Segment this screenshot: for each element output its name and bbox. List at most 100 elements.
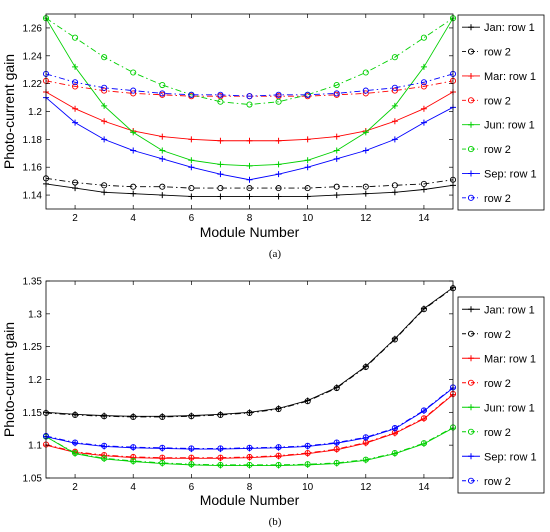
data-point xyxy=(304,164,311,171)
data-point xyxy=(188,193,195,200)
data-point xyxy=(391,449,398,457)
data-point xyxy=(304,193,311,200)
legend-marker xyxy=(468,121,474,128)
data-point xyxy=(275,185,282,192)
data-point xyxy=(333,81,340,89)
y-tick-label: 1.14 xyxy=(23,191,43,202)
data-point xyxy=(246,137,253,144)
data-point xyxy=(333,155,340,162)
data-point xyxy=(188,413,195,420)
series-line xyxy=(45,393,454,459)
data-point xyxy=(246,444,253,451)
data-point xyxy=(362,434,369,441)
data-point xyxy=(217,185,224,192)
data-point xyxy=(72,63,79,70)
data-point xyxy=(362,147,369,154)
data-point xyxy=(101,455,108,462)
data-point xyxy=(420,79,427,86)
data-point xyxy=(217,461,224,468)
legend-entry-label: row 2 xyxy=(484,427,511,439)
legend-entry-label: Sep: row 1 xyxy=(484,168,537,180)
data-point xyxy=(420,407,427,414)
data-point xyxy=(420,180,427,187)
data-point xyxy=(391,425,398,432)
legend-marker xyxy=(467,97,475,104)
data-point xyxy=(391,54,398,61)
y-tick-label: 1.35 xyxy=(23,277,43,288)
data-point xyxy=(362,90,369,97)
data-point xyxy=(159,147,166,154)
data-point xyxy=(101,182,108,189)
x-tick-label: 14 xyxy=(418,213,430,224)
data-point xyxy=(304,157,311,164)
data-point xyxy=(101,102,108,109)
data-point xyxy=(72,439,79,446)
data-point xyxy=(362,69,369,76)
data-point xyxy=(275,405,282,413)
series-line xyxy=(45,177,454,189)
data-point xyxy=(304,398,311,405)
data-point xyxy=(420,119,427,126)
legend-marker xyxy=(467,48,475,55)
data-point xyxy=(130,457,137,464)
data-point xyxy=(333,446,340,453)
data-point xyxy=(217,454,224,461)
data-point xyxy=(420,186,427,193)
legend: Jan: row 1 row 2 Mar: row 1 row 2 Jun: row 1… xyxy=(457,296,545,494)
data-point xyxy=(159,192,166,199)
data-point xyxy=(391,118,398,125)
legend-marker xyxy=(468,453,474,460)
data-point xyxy=(217,91,224,98)
y-tick-label: 1.26 xyxy=(23,23,43,34)
y-tick-label: 1.16 xyxy=(23,163,43,174)
data-point xyxy=(304,449,311,457)
series-line xyxy=(45,73,454,97)
data-point xyxy=(304,442,311,449)
data-point xyxy=(333,439,340,446)
data-point xyxy=(362,87,369,94)
data-point xyxy=(188,454,195,461)
legend: Jan: row 1 row 2 Mar: row 1 row 2 Jun: row 1… xyxy=(457,14,545,211)
data-point xyxy=(130,90,137,97)
data-point xyxy=(304,185,311,192)
y-tick-label: 1.05 xyxy=(23,474,43,485)
data-point xyxy=(188,185,195,192)
data-point xyxy=(275,193,282,200)
data-point xyxy=(130,190,137,197)
data-point xyxy=(159,155,166,162)
data-point xyxy=(159,444,166,451)
series-line xyxy=(45,387,454,449)
data-point xyxy=(130,87,137,94)
data-point xyxy=(217,98,224,105)
y-tick-label: 1.24 xyxy=(23,51,43,62)
data-point xyxy=(72,79,79,86)
data-point xyxy=(188,461,195,468)
data-point xyxy=(420,34,427,41)
legend-entry-label: Jun: row 1 xyxy=(484,402,535,414)
data-point xyxy=(188,91,195,98)
data-point xyxy=(72,83,79,90)
series-6 xyxy=(43,385,456,453)
legend-entry-label: Jan: row 1 xyxy=(484,22,535,34)
data-point xyxy=(391,84,398,91)
legend-entry-label: row 2 xyxy=(484,193,511,205)
data-point xyxy=(130,183,137,190)
legend-marker xyxy=(468,24,474,31)
data-point xyxy=(333,192,340,199)
series-line xyxy=(45,427,454,466)
series-6 xyxy=(43,94,456,183)
legend-entry-label: row 2 xyxy=(484,476,511,488)
data-point xyxy=(246,193,253,200)
data-point xyxy=(246,461,253,468)
data-point xyxy=(101,189,108,196)
data-point xyxy=(362,456,369,463)
data-point xyxy=(217,445,224,452)
legend-box xyxy=(457,14,545,211)
y-axis-label: Photo-current gain xyxy=(1,322,17,437)
y-axis-label: Photo-current gain xyxy=(1,54,17,169)
legend-entry-label: Mar: row 1 xyxy=(484,353,536,365)
series-5 xyxy=(42,15,457,108)
data-point xyxy=(304,136,311,143)
x-tick-label: 4 xyxy=(130,213,136,224)
